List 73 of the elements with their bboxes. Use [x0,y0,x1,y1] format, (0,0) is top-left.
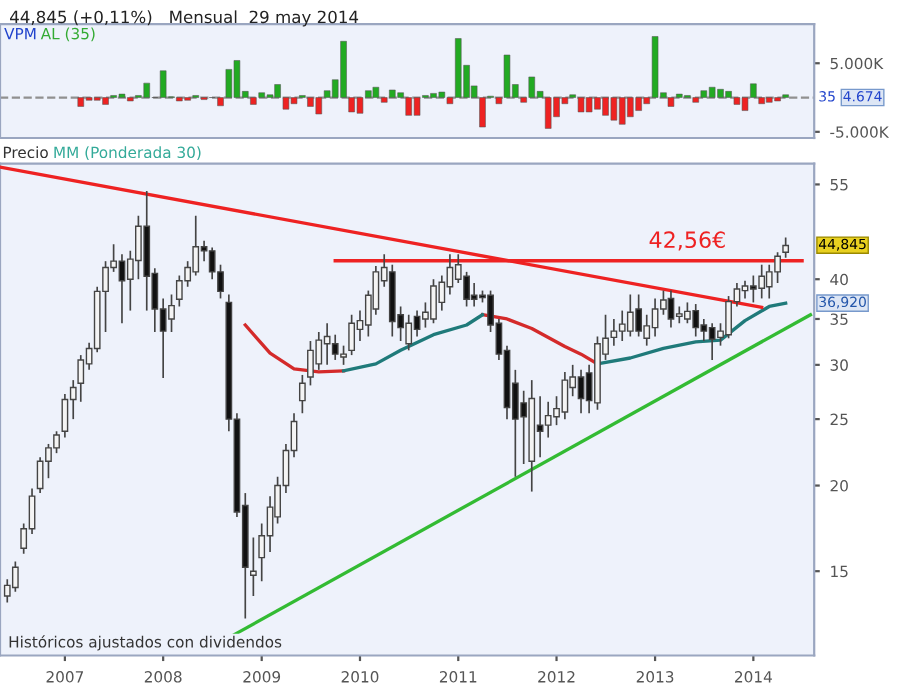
bar [700,90,708,98]
candlestick [315,331,323,371]
candlestick [774,251,781,284]
candlestick [683,301,691,325]
candlestick [340,344,347,366]
annotation: 42,56€ [649,231,725,251]
bar [610,97,618,121]
candlestick [323,322,331,366]
candlestick [348,313,356,356]
candlestick [635,293,643,338]
candlestick [782,236,790,259]
candlestick [749,274,757,304]
bar [143,82,150,98]
candlestick [610,318,618,347]
bar [585,97,593,113]
bar [102,97,109,105]
candlestick [53,430,60,454]
bar [389,89,396,98]
bar [602,97,609,116]
candlestick [11,560,19,593]
bar [544,97,552,129]
candlestick [675,305,683,325]
candlestick [298,374,306,415]
bar [77,97,85,107]
bar [651,36,659,98]
candlestick [438,274,446,312]
candlestick [520,389,528,465]
bar [627,97,634,118]
candlestick [692,303,700,338]
bar [356,97,364,114]
bar [733,97,741,105]
bar [708,86,716,98]
bar [233,60,241,98]
candlestick [405,313,413,352]
bar [717,89,724,98]
candlestick [463,271,470,308]
candlestick [765,263,773,300]
bar [503,54,511,98]
bar [315,97,323,115]
candlestick [725,295,732,340]
candlestick [331,333,339,361]
bar [667,97,675,107]
candlestick [643,313,651,347]
bar [290,97,298,104]
bar [618,97,626,125]
bar [692,97,699,103]
bar [413,97,421,116]
candlestick [708,322,716,361]
bar [438,91,446,98]
candlestick [536,395,544,459]
candlestick [430,278,437,325]
bar [577,97,585,113]
bar [250,97,257,105]
candlestick [758,263,766,300]
candlestick [544,400,552,439]
candlestick [135,214,142,281]
candlestick [651,297,659,338]
candlestick [667,289,675,329]
candlestick [626,293,634,338]
candlestick [249,536,257,597]
bar [372,86,380,98]
candlestick [470,282,478,308]
bar [765,97,773,103]
bar [635,97,642,111]
candlestick [192,214,200,277]
candlestick [307,340,314,387]
candlestick [118,253,126,325]
chart-title: 44,845 (+0,11%) Mensual 29 may 2014 [10,10,359,27]
candlestick [577,369,585,415]
bar [159,70,167,98]
candlestick [618,309,626,342]
candlestick [561,371,569,420]
bar [307,97,314,107]
